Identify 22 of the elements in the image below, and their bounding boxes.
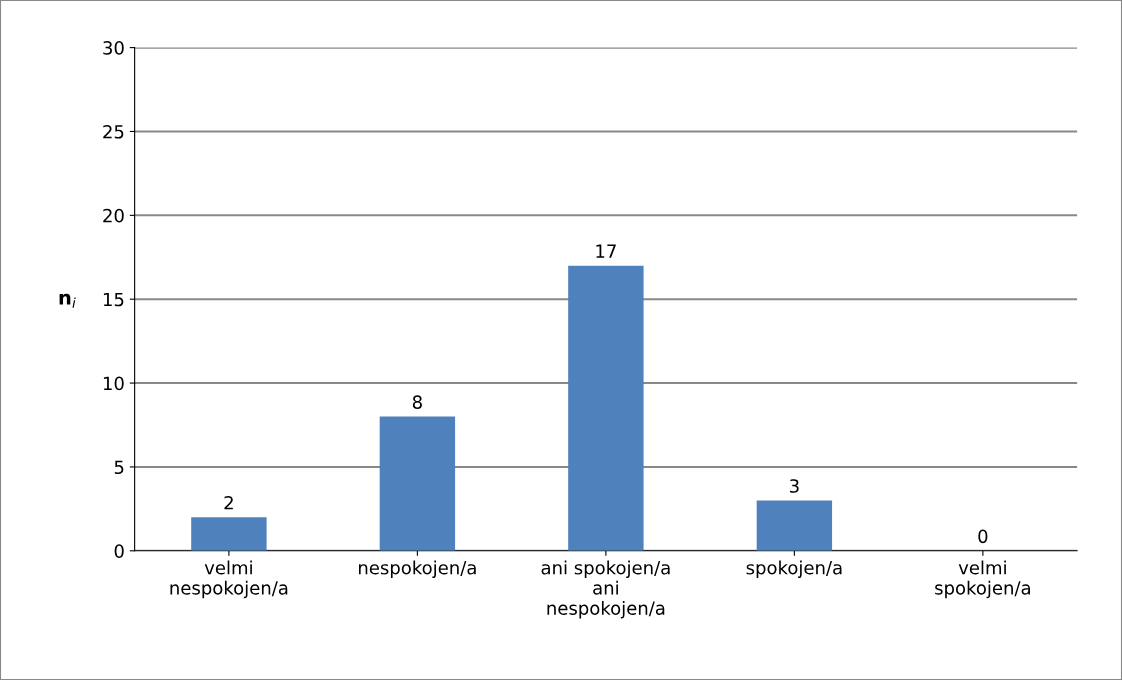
y-axis-title: n$_{i}$	[59, 293, 76, 308]
y-tick-label: 5	[114, 460, 124, 475]
y-tick-label: 15	[103, 292, 124, 307]
bar	[756, 500, 833, 551]
data-label: 17	[596, 244, 616, 258]
x-tick-label: spokojen/a	[746, 560, 842, 578]
bar	[191, 517, 267, 551]
data-label: 2	[224, 495, 233, 510]
bar	[568, 265, 644, 551]
y-tick-label: 20	[103, 208, 124, 223]
y-tick-label: 10	[103, 376, 124, 391]
data-label: 0	[978, 529, 988, 544]
y-tick-label: 0	[114, 544, 124, 558]
y-tick-label: 30	[103, 41, 124, 55]
bar	[379, 416, 456, 551]
data-label: 8	[412, 395, 422, 409]
y-tick-label: 25	[103, 124, 124, 139]
data-label: 3	[790, 479, 799, 493]
x-tick-label: nespokojen/a	[359, 560, 476, 578]
x-tick-label: velmi nespokojen/a	[170, 560, 288, 599]
x-tick-label: velmi spokojen/a	[935, 560, 1030, 599]
x-tick-label: ani spokojen/a ani nespokojen/a	[541, 560, 670, 619]
